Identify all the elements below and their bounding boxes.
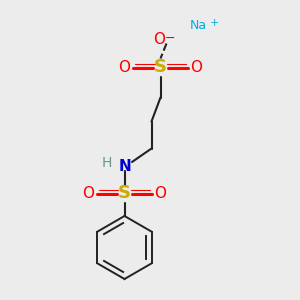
Text: −: − <box>165 32 175 45</box>
Text: H: H <box>101 156 112 170</box>
Text: N: N <box>118 159 131 174</box>
Text: S: S <box>118 184 131 202</box>
Text: O: O <box>82 186 94 201</box>
Text: O: O <box>190 60 202 75</box>
Text: +: + <box>210 18 219 28</box>
Text: O: O <box>153 32 165 46</box>
Text: O: O <box>154 186 166 201</box>
Text: O: O <box>118 60 130 75</box>
Text: Na: Na <box>189 19 207 32</box>
Text: S: S <box>154 58 167 76</box>
